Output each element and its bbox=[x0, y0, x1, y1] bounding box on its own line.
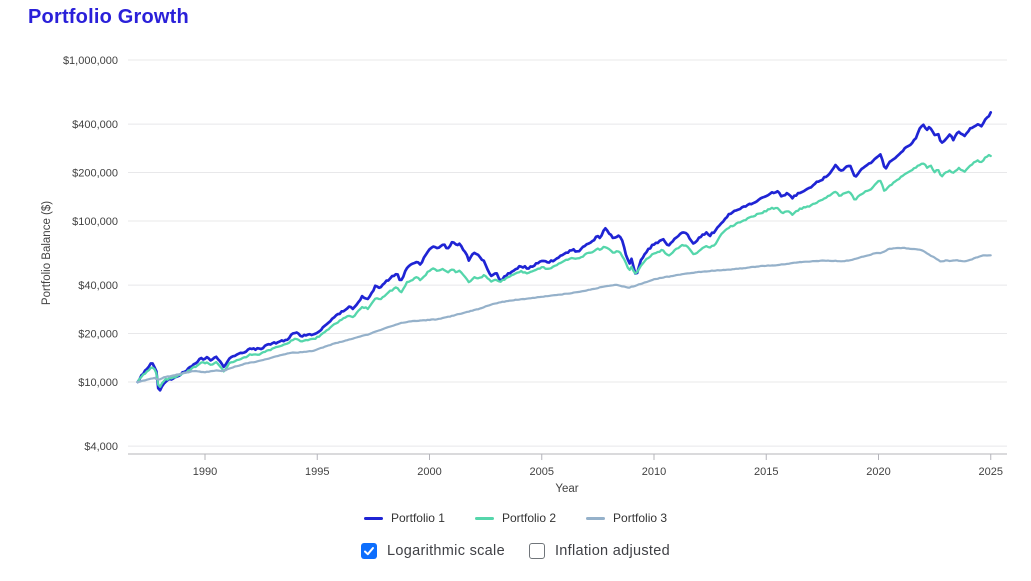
chart-controls: Logarithmic scale Inflation adjusted bbox=[0, 543, 1031, 559]
x-axis-title: Year bbox=[555, 483, 578, 495]
checkbox-checked-icon[interactable] bbox=[361, 543, 377, 559]
y-tick-label: $200,000 bbox=[72, 168, 118, 180]
legend-item: Portfolio 3 bbox=[586, 511, 667, 525]
legend-label: Portfolio 1 bbox=[390, 511, 445, 525]
checkbox-option-logarithmic-scale[interactable]: Logarithmic scale bbox=[361, 543, 505, 559]
y-tick-label: $4,000 bbox=[84, 441, 118, 453]
legend-line-swatch bbox=[474, 516, 494, 520]
series-lines bbox=[136, 111, 993, 392]
chart-legend: Portfolio 1 Portfolio 2 Portfolio 3 bbox=[0, 511, 1031, 525]
legend-line-swatch bbox=[586, 516, 606, 520]
gridlines bbox=[128, 59, 1007, 447]
page-title: Portfolio Growth bbox=[28, 6, 189, 28]
checkbox-option-inflation-adjusted[interactable]: Inflation adjusted bbox=[528, 543, 670, 559]
y-tick-label: $1,000,000 bbox=[63, 55, 118, 67]
x-tick-label: 2000 bbox=[417, 466, 441, 478]
series-line-portfolio-3 bbox=[136, 246, 992, 384]
checkbox-label[interactable]: Inflation adjusted bbox=[554, 543, 670, 559]
y-axis-title: Portfolio Balance ($) bbox=[41, 201, 53, 305]
legend-label: Portfolio 3 bbox=[613, 511, 668, 525]
x-tick-label: 1990 bbox=[193, 466, 217, 478]
x-tick-label: 2005 bbox=[530, 466, 554, 478]
x-axis: 1990 1995 2000 2005 2010 2015 2020 2025 bbox=[128, 453, 1007, 478]
x-tick-label: 2015 bbox=[754, 466, 778, 478]
y-tick-label: $400,000 bbox=[72, 119, 118, 131]
y-tick-label: $100,000 bbox=[72, 216, 118, 228]
growth-chart: $1,000,000 $400,000 $200,000 $100,000 $40,00… bbox=[41, 55, 1007, 495]
legend-item: Portfolio 1 bbox=[363, 511, 445, 525]
x-tick-label: 1995 bbox=[305, 466, 329, 478]
x-tick-label: 2020 bbox=[866, 466, 890, 478]
y-axis-labels: $1,000,000 $400,000 $200,000 $100,000 $40,00… bbox=[63, 55, 118, 453]
y-tick-label: $20,000 bbox=[78, 329, 118, 341]
legend-label: Portfolio 2 bbox=[501, 511, 557, 525]
y-tick-label: $40,000 bbox=[78, 280, 118, 292]
legend-item: Portfolio 2 bbox=[474, 511, 557, 525]
x-tick-label: 2025 bbox=[979, 466, 1003, 478]
y-tick-label: $10,000 bbox=[78, 377, 118, 389]
legend-line-swatch bbox=[363, 516, 383, 520]
checkbox-unchecked-icon[interactable] bbox=[528, 543, 545, 559]
series-line-portfolio-2 bbox=[136, 153, 992, 388]
checkbox-label[interactable]: Logarithmic scale bbox=[387, 543, 505, 559]
x-tick-label: 2010 bbox=[642, 466, 666, 478]
series-line-portfolio-1 bbox=[136, 111, 993, 392]
